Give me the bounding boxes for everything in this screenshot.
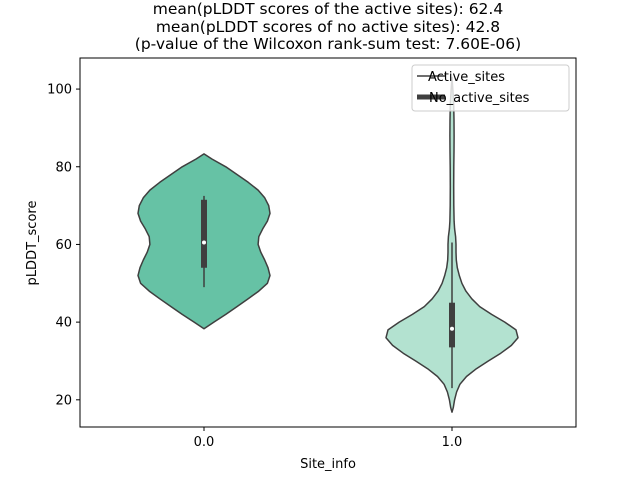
median-marker-1-0 [450,326,454,331]
y-axis: 20 40 60 80 100 [47,83,80,408]
plot-frame [79,57,577,428]
x-tick-label-0-0: 0.0 [194,435,215,450]
median-marker-0-0 [202,240,206,245]
title-line-2: mean(pLDDT scores of no active sites): 4… [156,18,500,36]
iqr-box-1-0 [449,302,455,348]
iqr-box-0-0 [201,199,207,268]
y-tick-label-100: 100 [47,83,72,98]
x-axis: 0.0 1.0 [194,427,463,450]
x-axis-label: Site_info [300,457,356,472]
x-tick-label-1-0: 1.0 [442,435,463,450]
y-tick-label-60: 60 [55,238,72,253]
y-tick-label-80: 80 [55,160,72,175]
legend: Active_sites No_active_sites [411,64,570,112]
title-line-3: (p-value of the Wilcoxon rank-sum test: … [135,35,521,53]
plot-layer [137,76,519,413]
chart-title: mean(pLDDT scores of the active sites): … [135,0,521,53]
legend-frame [411,64,570,112]
legend-label-active-sites: Active_sites [428,70,505,85]
y-axis-label: pLDDT_score [25,201,40,286]
y-tick-label-20: 20 [55,393,72,408]
legend-label-no-active-sites: No_active_sites [429,91,530,106]
y-tick-label-40: 40 [55,316,72,331]
title-line-1: mean(pLDDT scores of the active sites): … [153,0,503,18]
